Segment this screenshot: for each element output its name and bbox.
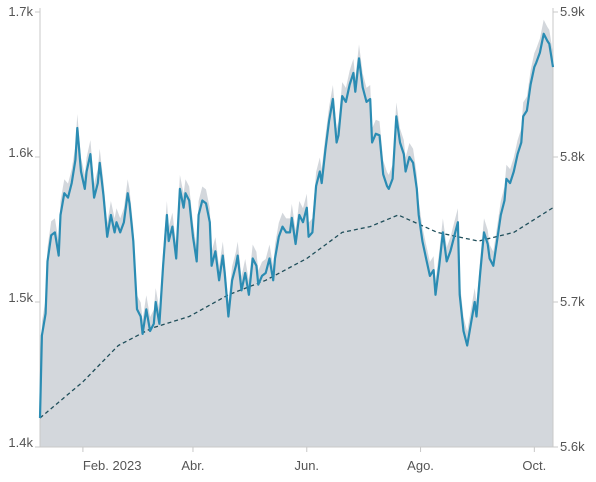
x-tick-label: Feb. 2023 [83, 458, 142, 473]
left-tick-label: 1.4k [8, 435, 33, 450]
left-tick-label: 1.7k [8, 4, 33, 19]
right-tick-label: 5.9k [560, 4, 585, 19]
right-tick-label: 5.7k [560, 294, 585, 309]
left-tick-label: 1.5k [8, 290, 33, 305]
left-tick-label: 1.6k [8, 145, 33, 160]
x-tick-label: Jun. [294, 458, 319, 473]
right-tick-label: 5.8k [560, 149, 585, 164]
right-tick-label: 5.6k [560, 439, 585, 454]
x-tick-label: Abr. [181, 458, 204, 473]
tick-labels: 1.4k 1.5k 1.6k 1.7k 5.6k 5.7k 5.8k 5.9k Feb. 202… [8, 4, 585, 473]
x-tick-label: Oct. [522, 458, 546, 473]
x-tick-label: Ago. [407, 458, 434, 473]
main-series-line [38, 32, 555, 419]
dashed-series-line [39, 207, 554, 419]
series-layer [38, 32, 555, 419]
